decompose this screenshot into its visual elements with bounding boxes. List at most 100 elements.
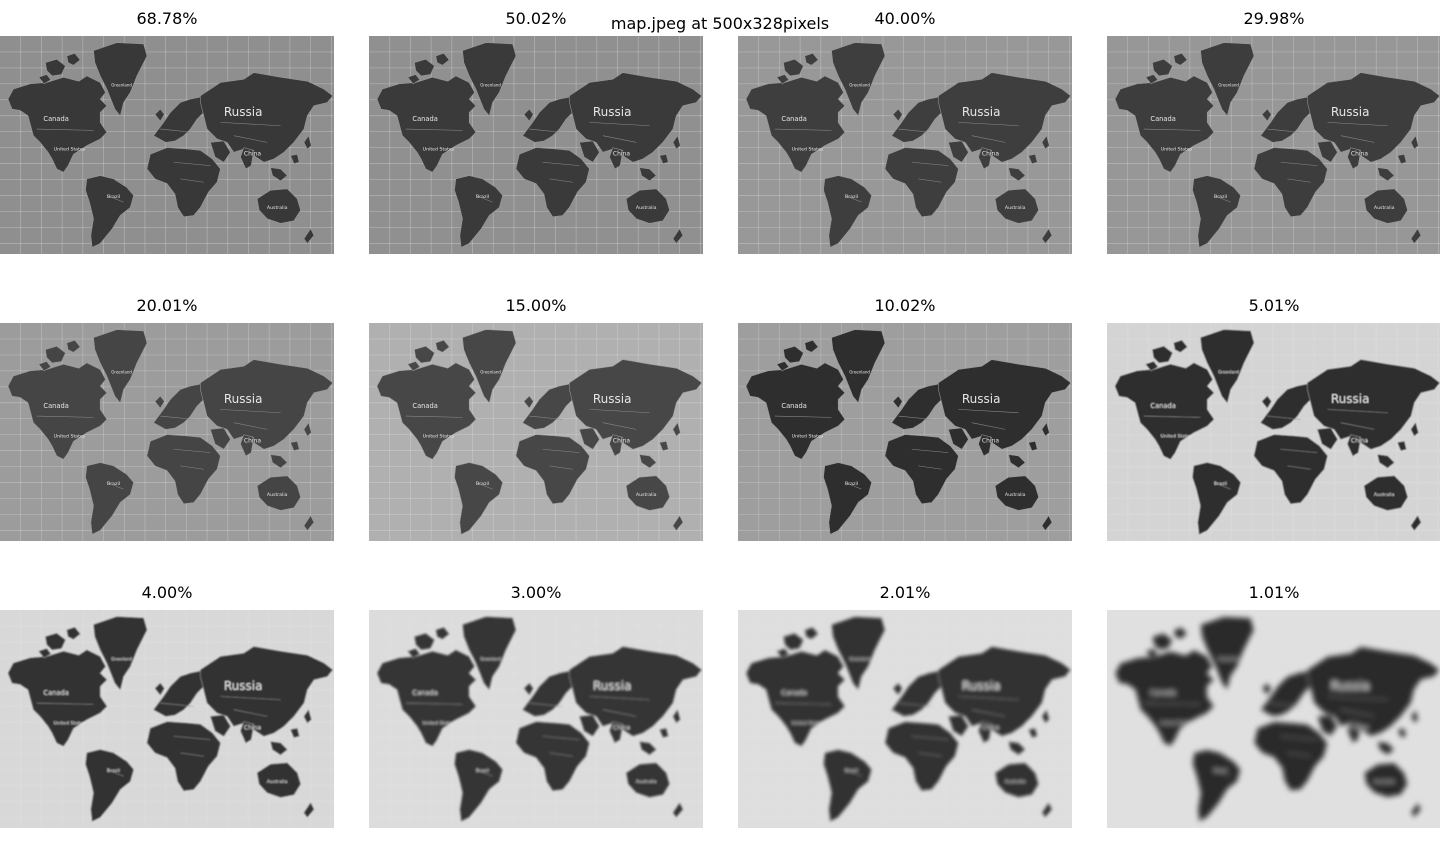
map-image: Greenland Canada United States Brazil Russia…	[369, 610, 703, 828]
landmass-islands	[1008, 709, 1050, 756]
label-russia: Russia	[224, 679, 263, 693]
label-canada: Canada	[43, 115, 68, 123]
landmass-uk	[892, 108, 903, 122]
label-australia: Australia	[1005, 205, 1026, 211]
label-united-states: United States	[1161, 720, 1193, 726]
label-russia: Russia	[962, 679, 1001, 693]
landmass-south-america	[1192, 175, 1241, 248]
label-united-states: United States	[423, 146, 455, 152]
landmass-asia	[938, 359, 1072, 450]
landmass-north-america	[745, 362, 846, 460]
landmass-asia	[1307, 646, 1440, 737]
landmass-new-zealand	[672, 802, 684, 818]
label-australia: Australia	[1005, 492, 1026, 498]
panel-title: 1.01%	[1248, 583, 1300, 602]
landmass-arctic-islands	[776, 339, 819, 372]
label-australia: Australia	[636, 492, 657, 498]
landmass-south-america	[1192, 462, 1241, 535]
map-image: Greenland Canada United States Brazil Russia…	[369, 323, 703, 541]
landmass-south-america	[1192, 749, 1241, 822]
landmass-uk	[1261, 682, 1272, 696]
label-russia: Russia	[1331, 105, 1370, 119]
label-canada: Canada	[43, 402, 68, 410]
panel-title: 50.02%	[505, 9, 567, 28]
landmass-north-america	[376, 75, 477, 173]
landmass-north-america	[7, 362, 108, 460]
landmass-islands	[639, 135, 681, 182]
label-russia: Russia	[593, 392, 632, 406]
landmass-new-zealand	[1410, 802, 1422, 818]
landmass-north-america	[745, 649, 846, 747]
country-borders	[405, 409, 650, 490]
landmass-australia	[994, 762, 1039, 798]
label-australia: Australia	[636, 779, 657, 785]
landmass-asia	[569, 72, 703, 163]
label-russia: Russia	[224, 392, 263, 406]
label-russia: Russia	[1331, 679, 1370, 693]
landmass-north-america	[376, 362, 477, 460]
figure-title: map.jpeg at 500x328pixels	[610, 14, 830, 33]
landmass-arctic-islands	[38, 626, 81, 659]
label-canada: Canada	[412, 402, 437, 410]
landmass-uk	[1261, 108, 1272, 122]
landmass-australia	[625, 475, 670, 511]
landmass-greenland	[831, 42, 886, 117]
landmass-asia	[200, 72, 334, 163]
panel-title: 2.01%	[879, 583, 931, 602]
landmass-north-america	[1114, 362, 1215, 460]
label-united-states: United States	[423, 433, 455, 439]
label-brazil: Brazil	[1214, 768, 1227, 774]
landmass-australia	[256, 762, 301, 798]
landmass-arabia-india	[1317, 140, 1362, 170]
label-greenland: Greenland	[111, 83, 132, 88]
label-canada: Canada	[781, 689, 806, 697]
label-russia: Russia	[1331, 392, 1370, 406]
panel-title: 10.02%	[874, 296, 936, 315]
label-brazil: Brazil	[107, 481, 120, 487]
landmass-greenland	[831, 616, 886, 691]
landmass-australia	[1363, 475, 1408, 511]
landmass-islands	[1377, 709, 1419, 756]
landmass-islands	[1008, 135, 1050, 182]
landmass-arctic-islands	[38, 52, 81, 85]
label-canada: Canada	[1150, 689, 1175, 697]
label-canada: Canada	[412, 689, 437, 697]
landmass-new-zealand	[1410, 228, 1422, 244]
landmass-uk	[892, 395, 903, 409]
landmass-arctic-islands	[776, 626, 819, 659]
landmass-north-america	[1114, 649, 1215, 747]
label-australia: Australia	[1005, 779, 1026, 785]
map-image: Greenland Canada United States Brazil Russia…	[738, 323, 1072, 541]
map-image: Greenland Canada United States Brazil Russia…	[369, 36, 703, 254]
landmass-arctic-islands	[1145, 626, 1188, 659]
label-greenland: Greenland	[849, 657, 870, 662]
landmass-australia	[256, 188, 301, 224]
landmass-new-zealand	[303, 515, 315, 531]
label-china: China	[613, 151, 630, 158]
landmass-north-america	[745, 75, 846, 173]
landmass-new-zealand	[1041, 515, 1053, 531]
landmass-south-america	[454, 175, 503, 248]
panel-title: 4.00%	[141, 583, 193, 602]
panel-title: 20.01%	[136, 296, 198, 315]
label-brazil: Brazil	[845, 481, 858, 487]
landmass-uk	[154, 682, 165, 696]
label-brazil: Brazil	[107, 194, 120, 200]
landmass-australia	[994, 188, 1039, 224]
label-brazil: Brazil	[1214, 194, 1227, 200]
label-australia: Australia	[1374, 779, 1395, 785]
country-borders	[1143, 122, 1388, 203]
label-russia: Russia	[593, 679, 632, 693]
landmass-new-zealand	[1041, 228, 1053, 244]
landmass-south-america	[823, 175, 872, 248]
landmass-greenland	[93, 42, 148, 117]
landmass-north-america	[1114, 75, 1215, 173]
label-canada: Canada	[43, 689, 68, 697]
landmass-south-america	[454, 462, 503, 535]
label-brazil: Brazil	[845, 194, 858, 200]
label-greenland: Greenland	[480, 370, 501, 375]
country-borders	[405, 696, 650, 777]
landmass-islands	[270, 709, 312, 756]
landmass-greenland	[93, 329, 148, 404]
landmass-north-america	[7, 649, 108, 747]
